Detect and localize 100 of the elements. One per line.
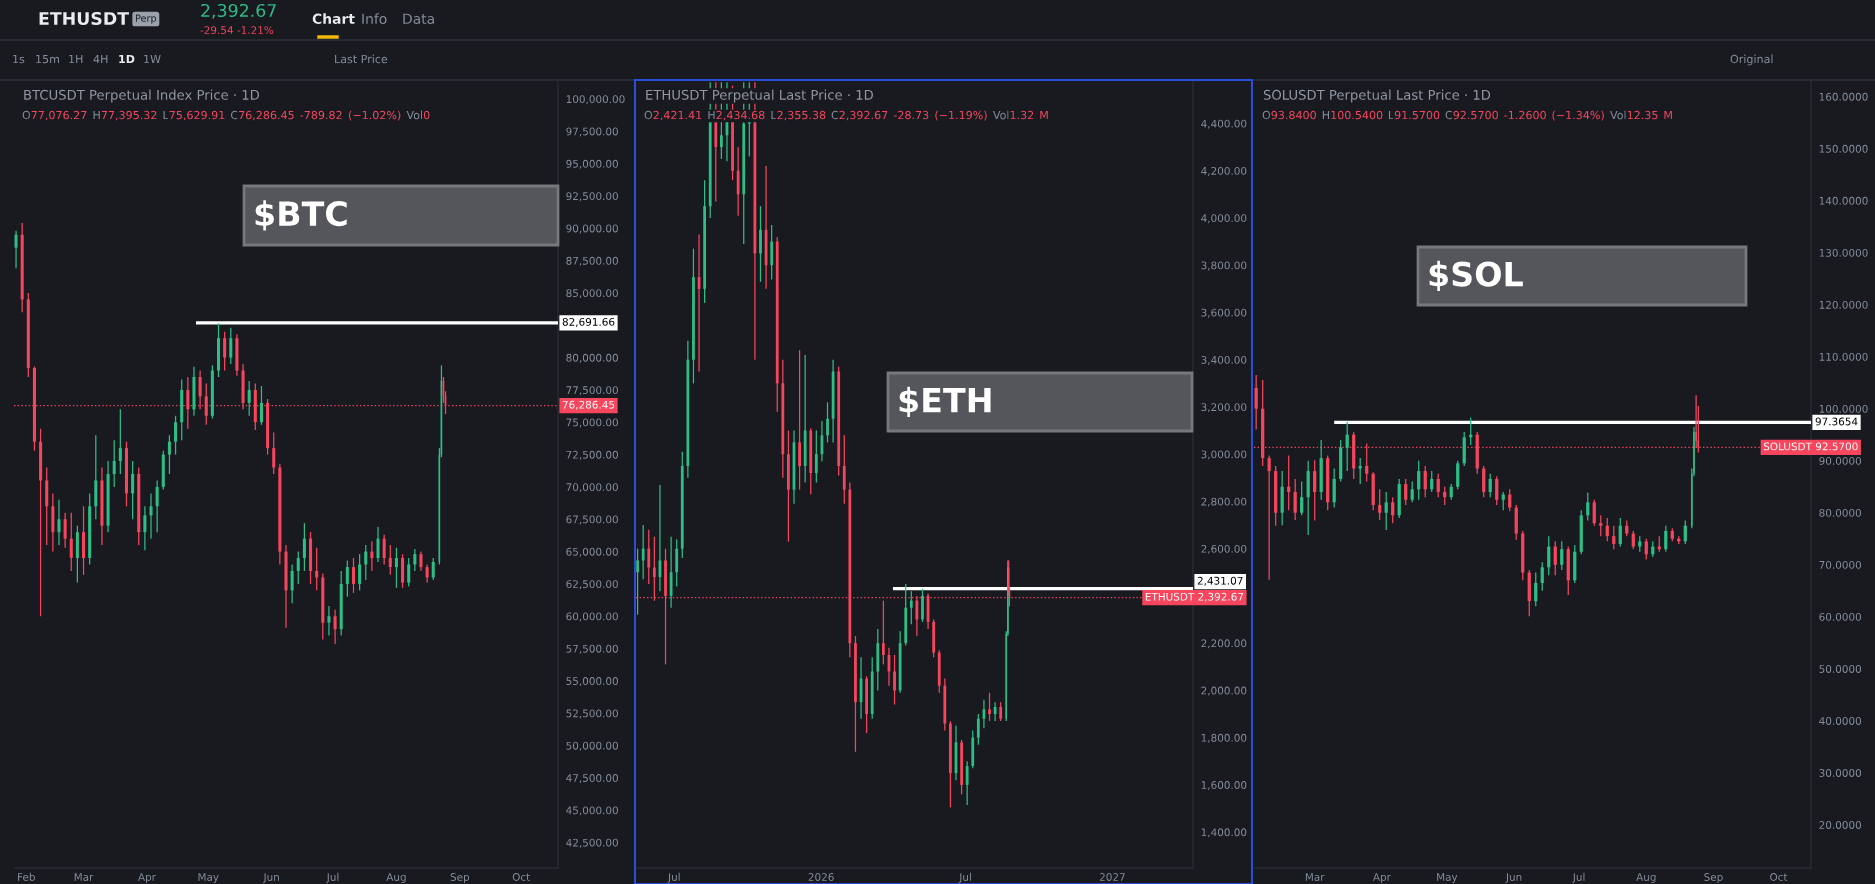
y-tick-label: 77,500.00 — [566, 386, 618, 396]
text: Original — [1730, 54, 1773, 66]
x-tick-label: Jun — [263, 873, 279, 883]
annotation: $ETH — [899, 386, 991, 418]
y-tick-label: 67,500.00 — [566, 515, 618, 525]
text: 1D — [119, 54, 135, 64]
y-tick-label: 80,000.00 — [566, 353, 618, 363]
y-tick-label: 3,600.00 — [1201, 308, 1247, 318]
data-label: 82,691.66 — [562, 317, 615, 327]
y-tick-label: 4,000.00 — [1201, 214, 1247, 224]
y-tick-label: 150.0000 — [1819, 144, 1868, 153]
text: Info — [362, 13, 387, 25]
text: ETHUSDT Perpetual Last Price · 1D — [646, 89, 873, 103]
y-tick-label: 3,200.00 — [1201, 403, 1247, 413]
y-tick-label: 3,000.00 — [1201, 450, 1247, 460]
y-tick-label: 85,000.00 — [566, 289, 618, 299]
annotation: $SOL — [1429, 260, 1523, 292]
y-tick-label: 130.0000 — [1819, 248, 1868, 257]
y-tick-label: 2,200.00 — [1201, 639, 1247, 649]
y-tick-label: 140.0000 — [1819, 196, 1868, 205]
y-tick-label: 2,800.00 — [1201, 497, 1247, 507]
data-label: 97.3654 — [1815, 417, 1858, 426]
x-tick-label: 2026 — [808, 873, 834, 881]
x-tick-label: Feb — [18, 872, 35, 881]
ref-line-label: SOLUSDT 92.5700 — [1763, 442, 1858, 451]
y-tick-label: 100,000.00 — [566, 95, 625, 105]
y-tick-label: 2,000.00 — [1201, 686, 1247, 696]
text: Chart — [312, 13, 355, 25]
y-tick-label: 50,000.00 — [566, 741, 618, 751]
y-tick-label: 75,000.00 — [566, 418, 618, 428]
data-label: 2,431.07 — [1197, 576, 1243, 586]
y-tick-label: 4,200.00 — [1201, 166, 1247, 176]
y-tick-label: 120.0000 — [1819, 300, 1868, 309]
text: 1H — [69, 54, 83, 64]
text: SOLUSDT Perpetual Last Price · 1D — [1263, 89, 1491, 103]
y-tick-label: 3,800.00 — [1201, 261, 1247, 271]
x-tick-label: Oct — [512, 873, 530, 881]
text: BTCUSDT Perpetual Index Price · 1D — [24, 89, 260, 103]
y-tick-label: 42,500.00 — [566, 838, 618, 848]
x-tick-label: Aug — [1636, 873, 1656, 883]
text: O2,421.41 H2,434.68 L2,355.38 C2,392.67 -28.73 (−1.19%) Vol1.32 M — [644, 110, 1048, 121]
x-tick-label: Mar — [74, 873, 94, 881]
y-tick-label: 62,500.00 — [566, 580, 618, 590]
y-tick-label: 95,000.00 — [566, 159, 618, 169]
x-tick-label: May — [198, 873, 219, 883]
y-tick-label: 60.0000 — [1819, 612, 1862, 621]
text: 1W — [144, 54, 161, 64]
y-tick-label: 80.0000 — [1819, 508, 1862, 517]
text: 1s — [13, 54, 25, 64]
y-tick-label: 52,500.00 — [566, 709, 618, 719]
x-tick-label: Sep — [1704, 873, 1723, 883]
y-tick-label: 2,600.00 — [1201, 544, 1247, 554]
y-tick-label: 45,000.00 — [566, 806, 618, 816]
text: 15m — [36, 54, 60, 64]
x-tick-label: 2027 — [1099, 873, 1125, 881]
y-tick-label: 50.0000 — [1819, 665, 1862, 673]
y-tick-label: 55,000.00 — [566, 677, 618, 687]
x-tick-label: Mar — [1305, 873, 1325, 881]
y-tick-label: 65,000.00 — [566, 547, 618, 557]
text: 4H — [93, 54, 108, 64]
ref-line-label: ETHUSDT 2,392.67 — [1145, 592, 1244, 602]
x-tick-label: Sep — [450, 873, 470, 883]
text: O77,076.27 H77,395.32 L75,629.91 C76,286.45 -789.82 (−1.02%) Vol0 — [22, 110, 430, 121]
y-tick-label: 47,500.00 — [566, 774, 618, 784]
y-tick-label: 57,500.00 — [566, 644, 618, 654]
x-tick-label: Jul — [1572, 872, 1585, 883]
y-tick-label: 1,600.00 — [1201, 781, 1247, 791]
y-tick-label: 20.0000 — [1819, 821, 1862, 829]
x-tick-label: Jun — [1505, 873, 1522, 883]
x-tick-label: May — [1437, 873, 1458, 883]
y-tick-label: 87,500.00 — [566, 256, 618, 266]
ref-line-label: 76,286.45 — [562, 400, 615, 410]
y-tick-label: 1,800.00 — [1201, 733, 1247, 743]
text: ETHUSDT — [39, 11, 129, 26]
x-tick-label: Apr — [138, 873, 156, 883]
x-tick-label: Jul — [667, 872, 680, 883]
y-tick-label: 1,400.00 — [1201, 828, 1247, 838]
text: O93.8400 H100.5400 L91.5700 C92.5700 -1.2600 (−1.34%) Vol12.35 M — [1262, 110, 1672, 121]
y-tick-label: 72,500.00 — [566, 450, 618, 460]
y-tick-label: 92,500.00 — [566, 192, 618, 202]
x-tick-label: Jul — [326, 872, 339, 883]
y-tick-label: 90.0000 — [1819, 456, 1862, 465]
text: Perp — [135, 14, 157, 24]
y-tick-label: 3,400.00 — [1201, 355, 1247, 365]
y-tick-label: 60,000.00 — [566, 612, 618, 622]
annotation: $BTC — [255, 200, 347, 231]
y-tick-label: 40.0000 — [1819, 717, 1862, 725]
text: -29.54 -1.21% — [200, 26, 274, 35]
y-tick-label: 97,500.00 — [566, 127, 618, 137]
y-tick-label: 70.0000 — [1819, 560, 1862, 569]
text: Last Price — [335, 54, 388, 64]
y-tick-label: 4,400.00 — [1201, 119, 1247, 129]
x-tick-label: Oct — [1770, 873, 1788, 881]
y-tick-label: 90,000.00 — [566, 224, 618, 234]
y-tick-label: 160.0000 — [1819, 92, 1868, 101]
y-tick-label: 110.0000 — [1819, 352, 1868, 361]
text: Data — [403, 13, 434, 25]
x-tick-label: Apr — [1372, 873, 1391, 883]
x-tick-label: Aug — [386, 873, 406, 883]
y-tick-label: 70,000.00 — [566, 483, 618, 493]
